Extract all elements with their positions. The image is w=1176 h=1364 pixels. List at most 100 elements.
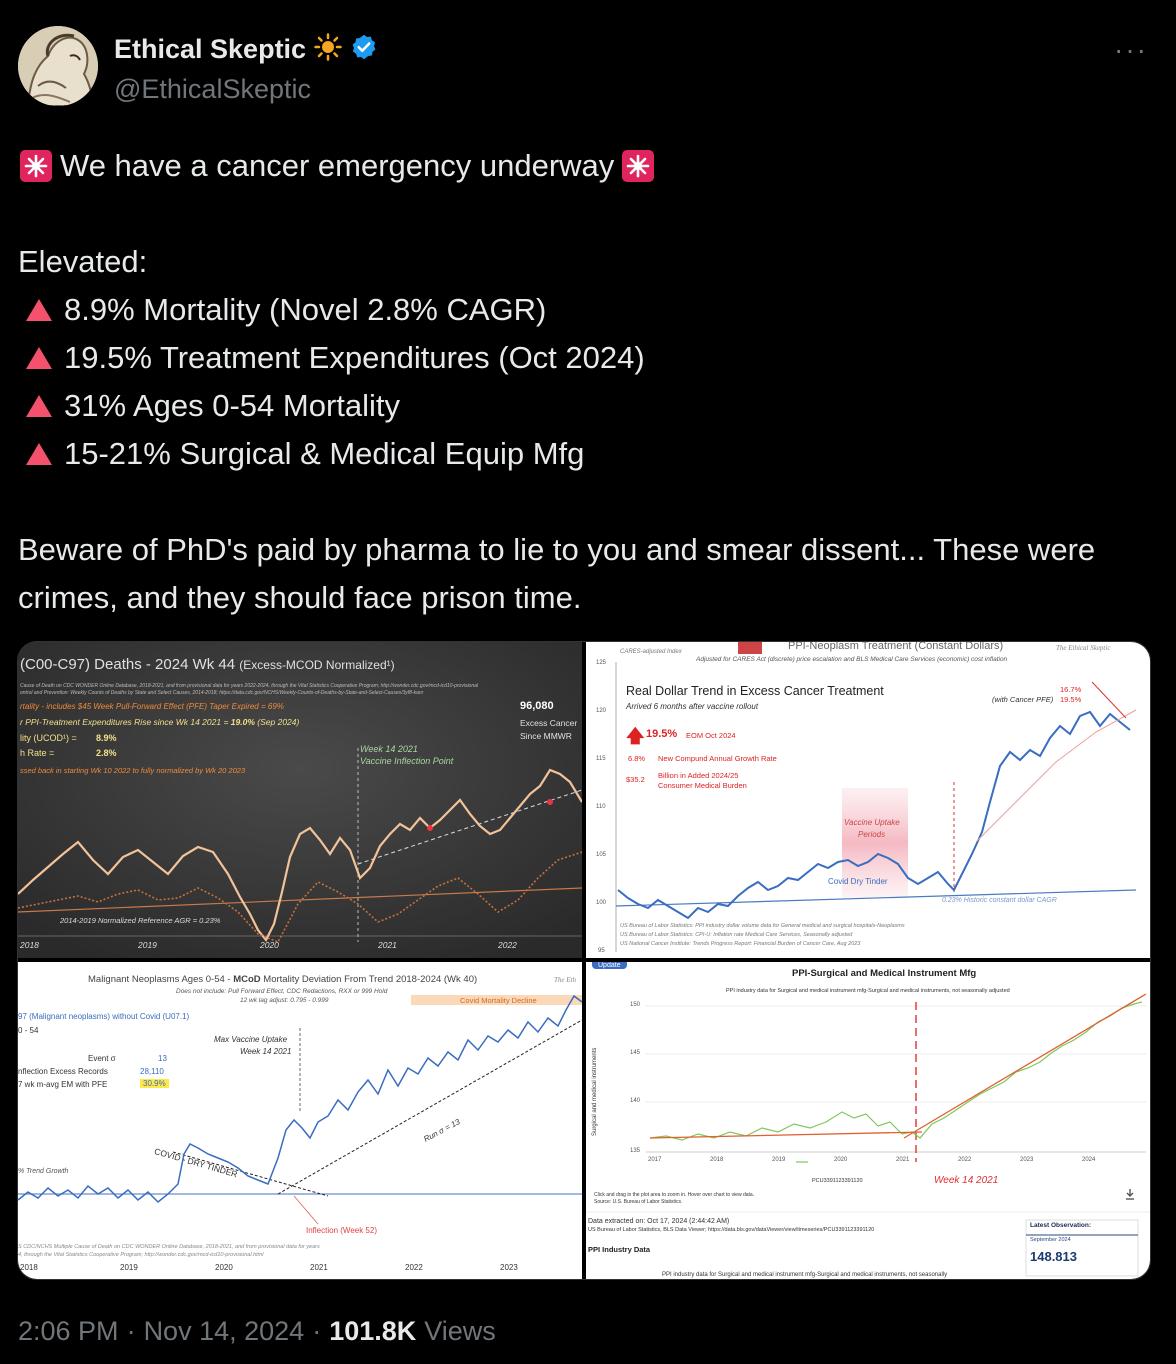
- panel1-line-3: lity (UCOD¹) =: [20, 733, 77, 743]
- elevated-label: Elevated:: [18, 244, 148, 279]
- panel2-ytick: 95: [598, 948, 605, 954]
- bullet-item: 31% Ages 0-54 Mortality: [18, 382, 1158, 430]
- panel4-bottom-text: PPI industry data for Surgical and medic…: [662, 1272, 948, 1278]
- panel3-year: 2019: [120, 1263, 138, 1272]
- panel1-big-sub-1: Excess Cancer: [520, 718, 578, 728]
- panel2-covid-label: Covid Dry Tinder: [828, 877, 888, 886]
- panel2-pct-b: 19.5%: [1060, 695, 1082, 704]
- panel2-ytick: 110: [596, 804, 606, 810]
- panel2-stat2-value: 6.8%: [628, 754, 646, 763]
- rotating-light-icon: [622, 150, 655, 182]
- panel3-inflection-week: Inflection (Week 52): [306, 1226, 377, 1235]
- panel4-year: 2023: [1020, 1157, 1034, 1163]
- panel1-value-4: 2.8%: [96, 748, 117, 758]
- panel2-source-2: US Bureau of Labor Statistics: CPI-U: In…: [620, 932, 853, 938]
- panel3-series-label: 97 (Malignant neoplasms) without Covid (…: [18, 1012, 190, 1021]
- panel4-year: 2019: [772, 1157, 786, 1163]
- author-display-name[interactable]: Ethical Skeptic: [114, 34, 307, 64]
- panel3-year: 2020: [215, 1263, 233, 1272]
- panel2-stat2-label: New Compund Annual Growth Rate: [658, 754, 777, 763]
- panel2-stat3-label2: Consumer Medical Burden: [658, 781, 747, 790]
- bullet-text: 19.5% Treatment Expenditures (Oct 2024): [64, 340, 645, 375]
- panel4-title: PPI-Surgical and Medical Instrument Mfg: [792, 968, 977, 979]
- panel2-source-3: US National Cancer Institute: Trends Pro…: [620, 941, 861, 947]
- media-image-ages-0-54[interactable]: Malignant Neoplasms Ages 0-54 - MCoD Mor…: [18, 962, 582, 1279]
- panel3-title: Malignant Neoplasms Ages 0-54 - MCoD Mor…: [88, 974, 478, 985]
- panel2-subtitle: Arrived 6 months after vaccine rollout: [626, 702, 759, 711]
- red-triangle-up-icon: [26, 347, 52, 369]
- panel4-extracted: Data extracted on: Oct 17, 2024 (2:44:42…: [588, 1218, 730, 1225]
- headline-line: We have a cancer emergency underway: [18, 142, 1158, 190]
- panel2-stat1-label: EOM Oct 2024: [686, 731, 736, 740]
- panel2-ytick: 125: [596, 660, 607, 666]
- panel1-line-2: r PPI-Treatment Expenditures Rise since …: [20, 717, 300, 727]
- separator-dot: ·: [312, 1316, 322, 1346]
- panel1-week-sub: Vaccine Inflection Point: [360, 756, 454, 766]
- panel1-source-1: Cause of Death on CDC WONDER Online Data…: [20, 683, 479, 689]
- panel4-legend: PCU3391123391120: [812, 1178, 863, 1184]
- panel1-week-label: Week 14 2021: [360, 744, 418, 754]
- panel1-value-3: 8.9%: [96, 733, 117, 743]
- ages-chart-lines: [18, 994, 582, 1225]
- tweet-time[interactable]: 2:06 PM: [18, 1316, 119, 1346]
- panel1-line-5: ssed back in starting Wk 10 2022 to full…: [20, 766, 246, 775]
- panel2-ytick: 115: [596, 756, 606, 762]
- panel4-ytick: 145: [630, 1050, 641, 1056]
- panel4-latest-value: 148.813: [1030, 1249, 1077, 1264]
- deaths-chart-lines: [18, 642, 582, 958]
- panel2-uptake-2: Periods: [858, 830, 886, 839]
- panel1-big-sub-2: Since MMWR: [520, 731, 572, 741]
- red-triangle-up-icon: [26, 299, 52, 321]
- tweet-text: We have a cancer emergency underway Elev…: [18, 142, 1158, 622]
- panel1-year: 2018: [20, 940, 39, 950]
- panel4-latest-date: September 2024: [1030, 1237, 1071, 1243]
- panel4-update-badge: Update: [592, 962, 627, 969]
- media-image-neoplasm-treatment[interactable]: CARES-adjusted Index PPI-Neoplasm Treatm…: [586, 642, 1150, 958]
- author-handle[interactable]: @EthicalSkeptic: [114, 74, 311, 104]
- panel3-year: 2023: [500, 1263, 518, 1272]
- media-image-cancer-deaths[interactable]: (C00-C97) Deaths - 2024 Wk 44 (Excess-MC…: [18, 642, 582, 958]
- headline-text: We have a cancer emergency underway: [60, 148, 615, 183]
- panel3-source-2: 4, through the Vital Statistics Cooperat…: [18, 1252, 264, 1258]
- panel4-year: 2024: [1082, 1157, 1096, 1163]
- panel3-year: 2022: [405, 1263, 423, 1272]
- media-image-surgical-instruments[interactable]: Update PPI-Surgical and Medical Instrume…: [586, 962, 1150, 1279]
- panel1-year: 2021: [378, 940, 397, 950]
- panel2-header-small: CARES-adjusted Index: [620, 649, 682, 655]
- panel4-bls-line: US Bureau of Labor Statistics, BLS Data …: [588, 1227, 875, 1233]
- bullet-item: 19.5% Treatment Expenditures (Oct 2024): [18, 334, 1158, 382]
- bullet-text: 15-21% Surgical & Medical Equip Mfg: [64, 436, 585, 471]
- bullet-text: 8.9% Mortality (Novel 2.8% CAGR): [64, 292, 547, 327]
- panel2-ytick: 120: [596, 708, 607, 714]
- tweet-date[interactable]: Nov 14, 2024: [143, 1316, 305, 1346]
- tweet-meta: 2:06 PM · Nov 14, 2024 · 101.8K Views: [18, 1316, 496, 1347]
- panel3-year: 2021: [310, 1263, 328, 1272]
- more-options-icon[interactable]: ···: [1114, 34, 1148, 65]
- panel4-click-note: Click and drag in the plot area to zoom …: [594, 1192, 755, 1198]
- panel1-line-4: h Rate =: [20, 748, 55, 758]
- panel2-header-sub: Adjusted for CARES Act (discrete) price …: [696, 656, 1008, 663]
- panel4-year: 2020: [834, 1157, 848, 1163]
- panel2-header-title: PPI-Neoplasm Treatment (Constant Dollars…: [788, 642, 1004, 652]
- panel3-max-uptake-2: Week 14 2021: [240, 1047, 292, 1056]
- panel1-source-2: ontrol and Prevention: Weekly Counts of …: [20, 690, 424, 696]
- avatar-image: [18, 26, 98, 106]
- panel1-ref-label: 2014-2019 Normalized Reference AGR = 0.2…: [60, 916, 221, 925]
- panel3-inflection-value: 28,110: [140, 1067, 164, 1076]
- separator-dot: ·: [126, 1316, 136, 1346]
- panel2-pct-a: 16.7%: [1060, 685, 1082, 694]
- panel1-year: 2019: [138, 940, 157, 950]
- red-triangle-up-icon: [26, 395, 52, 417]
- panel3-brand: The Eth: [554, 976, 576, 984]
- panel3-event-label: Event σ: [88, 1054, 116, 1063]
- avatar[interactable]: [18, 26, 98, 106]
- panel3-sub-2: 12 wk lag adjust: 0.795 - 0.999: [240, 997, 329, 1004]
- panel1-title: (C00-C97) Deaths - 2024 Wk 44 (Excess-MC…: [20, 656, 395, 673]
- rotating-light-icon: [20, 150, 52, 182]
- panel3-year: 2018: [20, 1263, 38, 1272]
- panel2-ytick: 100: [596, 900, 607, 906]
- panel2-cagr-label: 0.23% Historic constant dollar CAGR: [942, 897, 1057, 904]
- verified-badge-icon[interactable]: [350, 33, 378, 66]
- panel3-source-1: S CDC/NCHS Multiple Cause of Death on CD…: [18, 1244, 320, 1250]
- panel1-year: 2020: [260, 940, 279, 950]
